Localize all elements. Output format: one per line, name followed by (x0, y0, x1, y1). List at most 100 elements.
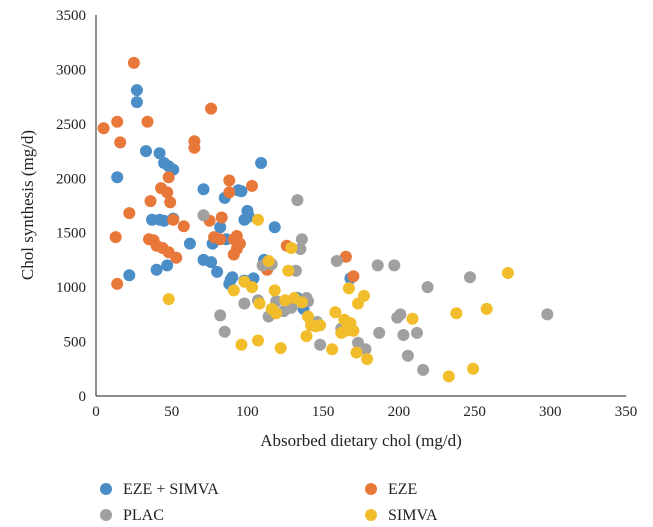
y-tick-label: 0 (79, 389, 87, 405)
data-point-plac (417, 363, 430, 376)
data-point-eze (141, 115, 154, 128)
data-point-eze (205, 102, 218, 115)
data-point-simva (227, 284, 240, 297)
data-point-plac (314, 338, 327, 351)
data-point-simva (326, 343, 339, 356)
data-point-eze-simva (211, 265, 224, 278)
data-point-plac (218, 325, 231, 338)
data-point-eze-simva (255, 157, 268, 169)
x-tick-label: 200 (388, 404, 411, 420)
data-point-eze (161, 186, 174, 199)
x-tick-label: 300 (539, 404, 562, 420)
data-point-simva (268, 284, 281, 297)
data-point-eze (164, 196, 177, 209)
legend-label-simva: SIMVA (388, 507, 438, 524)
data-point-plac (464, 271, 476, 284)
x-axis-title: Absorbed dietary chol (mg/d) (260, 431, 462, 450)
data-point-eze (347, 270, 360, 283)
data-point-eze (123, 207, 136, 220)
data-point-simva (252, 213, 264, 226)
y-tick-label: 1500 (56, 226, 86, 242)
data-point-eze-simva (123, 269, 136, 282)
legend-marker-plac (100, 509, 112, 521)
data-point-simva (442, 370, 455, 383)
data-point-eze (223, 186, 236, 199)
data-point-eze (223, 174, 236, 187)
data-point-plac (214, 309, 227, 322)
y-tick-label: 2500 (56, 117, 86, 133)
data-point-eze (339, 250, 352, 263)
data-point-simva (347, 324, 360, 337)
data-point-eze-simva (130, 96, 143, 109)
data-point-eze-simva (183, 237, 196, 250)
data-point-eze (127, 56, 140, 69)
y-tick-label: 500 (64, 335, 87, 351)
data-point-eze-simva (235, 185, 248, 198)
data-point-simva (358, 289, 370, 302)
data-point-plac (401, 349, 414, 362)
data-point-simva (282, 264, 295, 277)
y-tick-label: 1000 (56, 280, 86, 296)
data-point-plac (238, 297, 251, 310)
data-point-plac (330, 255, 343, 267)
data-point-plac (373, 326, 386, 339)
data-point-eze (144, 195, 157, 208)
data-point-simva (329, 306, 342, 319)
data-point-simva (295, 296, 308, 309)
x-tick-label: 0 (92, 404, 100, 420)
legend-label-eze-simva: EZE + SIMVA (123, 481, 219, 498)
data-point-eze (214, 233, 227, 246)
data-point-eze-simva (140, 145, 152, 158)
data-point-plac (291, 194, 304, 207)
data-point-eze-simva (268, 221, 281, 234)
data-point-eze-simva (153, 147, 166, 160)
data-point-plac (359, 343, 372, 356)
data-point-plac (294, 243, 307, 255)
data-point-eze-simva (158, 214, 171, 227)
y-tick-label: 3000 (56, 62, 86, 78)
data-point-eze-simva (214, 221, 227, 234)
data-point-eze (188, 141, 201, 154)
x-tick-label: 50 (164, 404, 179, 420)
data-point-eze-simva (242, 210, 255, 223)
data-point-simva (285, 242, 298, 254)
data-point-eze (111, 115, 124, 128)
y-tick-label: 3500 (56, 8, 86, 24)
data-point-eze-simva (205, 256, 218, 269)
y-tick-layer: 0 500 1000 1500 2000 2500 3000 3500 (56, 8, 86, 405)
data-point-simva (450, 307, 463, 320)
data-point-eze (167, 213, 180, 226)
legend-label-eze: EZE (388, 481, 417, 498)
legend-marker-simva (365, 509, 377, 521)
data-point-eze (233, 237, 246, 250)
data-point-eze-simva (226, 271, 239, 284)
data-point-simva (253, 297, 266, 310)
data-point-plac (388, 259, 401, 272)
data-point-eze-simva (130, 84, 143, 97)
data-point-simva (235, 338, 248, 351)
data-point-simva (342, 282, 355, 295)
data-point-plac (421, 281, 434, 294)
data-point-eze (177, 220, 190, 233)
x-tick-label: 100 (236, 404, 259, 420)
data-point-plac (541, 308, 554, 321)
data-point-eze (246, 179, 258, 192)
data-point-simva (350, 346, 363, 359)
data-point-simva (162, 293, 175, 306)
data-point-plac (197, 209, 210, 222)
data-point-simva (467, 362, 480, 375)
data-point-eze (97, 122, 110, 135)
data-point-simva (361, 353, 374, 365)
data-point-plac (411, 326, 423, 339)
data-point-plac (394, 308, 407, 321)
data-point-simva (300, 330, 313, 343)
y-tick-label: 2000 (56, 171, 86, 187)
data-point-simva (262, 255, 275, 267)
data-point-simva (314, 319, 327, 332)
legend-marker-eze-simva (100, 483, 112, 495)
x-tick-layer: 0 50 100 150 200 250 300 350 (92, 404, 637, 420)
x-tick-label: 150 (312, 404, 335, 420)
data-point-eze (162, 171, 175, 184)
data-point-eze-simva (197, 183, 210, 196)
